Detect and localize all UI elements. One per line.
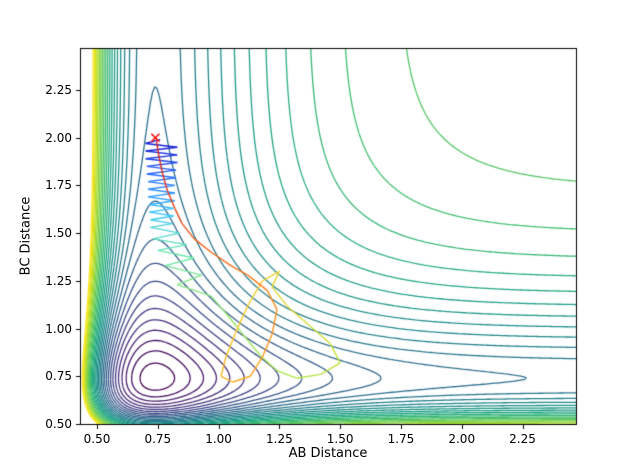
x-tick-label: 0.50 (83, 432, 111, 446)
x-tick-label: 1.00 (205, 432, 232, 446)
x-tick-label: 1.25 (266, 432, 293, 446)
y-tick-label: 0.75 (45, 369, 72, 384)
x-axis-title: AB Distance (288, 446, 368, 461)
y-tick-label: 1.00 (45, 321, 72, 336)
x-tick-label: 2.25 (509, 432, 536, 446)
y-tick-label: 1.75 (45, 178, 72, 193)
y-tick-label: 2.25 (45, 82, 72, 97)
y-axis-title: BC Distance (18, 196, 34, 276)
x-tick-label: 2.00 (448, 432, 476, 446)
y-tick-label: 2.00 (45, 130, 72, 145)
y-tick-label: 0.50 (45, 417, 72, 431)
x-tick-label: 0.75 (144, 432, 172, 446)
y-tick-label: 1.50 (45, 226, 72, 241)
x-tick-label: 1.75 (387, 432, 415, 446)
x-tick-label: 1.50 (326, 432, 354, 446)
y-tick-label: 1.25 (45, 273, 72, 288)
